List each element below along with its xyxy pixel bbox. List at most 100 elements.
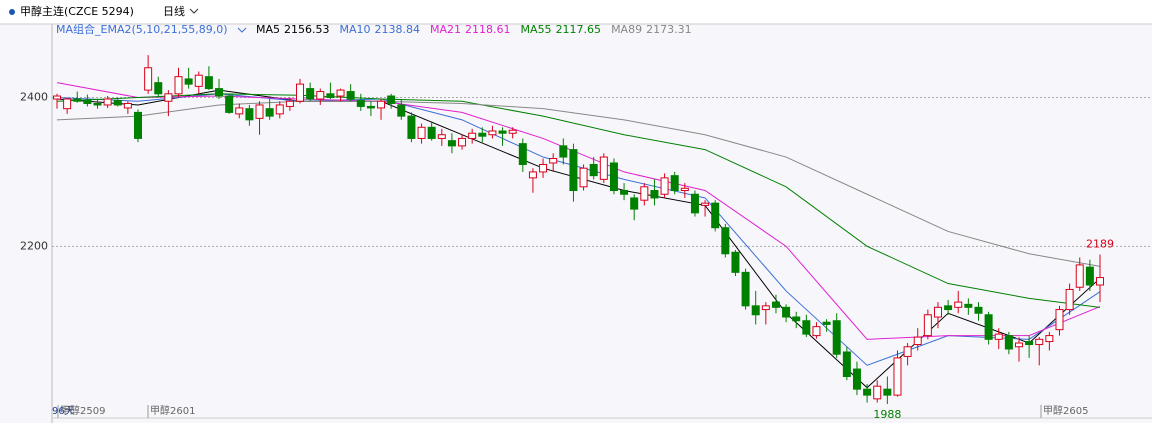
candle-body [893, 357, 902, 396]
legend-name: MA55 [521, 23, 552, 36]
x-label: 甲醇2601 [150, 404, 195, 417]
candle-body [53, 95, 61, 100]
candle-body [296, 83, 305, 102]
candle-body [680, 187, 689, 192]
candle-body [417, 126, 426, 139]
candle-body [650, 190, 659, 199]
candle-body [933, 306, 942, 318]
candle-body [822, 321, 831, 325]
candle-body [346, 91, 355, 100]
candle-body [174, 76, 183, 95]
candle-body [741, 271, 750, 307]
candle-body [721, 227, 730, 255]
candle-body [458, 137, 467, 147]
candle-body [387, 95, 396, 104]
candle-body [488, 130, 497, 136]
candle-body [711, 202, 720, 229]
legend-name: MA5 [256, 23, 280, 36]
candle-body [1065, 288, 1074, 311]
candle-body [913, 336, 922, 346]
candle-body [528, 171, 537, 179]
candle-body [437, 134, 446, 139]
legend-name: MA21 [430, 23, 461, 36]
candle-body [690, 193, 699, 214]
candle-body [336, 89, 345, 97]
candle-body [1055, 309, 1064, 331]
candle-body [599, 156, 608, 180]
candle-body [954, 301, 963, 308]
candle-body [306, 88, 315, 100]
header-bar [0, 0, 1152, 24]
candle-body [539, 163, 548, 173]
candle-body [93, 102, 102, 106]
candle-body [144, 67, 153, 91]
candle-body [265, 108, 274, 117]
x-label: 96天 [52, 406, 75, 417]
candle-body [275, 104, 284, 115]
candle-body [792, 316, 801, 322]
candle-body [974, 306, 983, 314]
x-label: 甲醇2509 [60, 404, 105, 417]
x-label: 甲醇2605 [1043, 404, 1088, 417]
candle-body [407, 115, 416, 139]
indicator-caret[interactable] [237, 27, 247, 33]
candle-body [427, 126, 436, 139]
candle-body [326, 93, 335, 99]
candle-body [73, 98, 82, 102]
indicator[interactable]: MA组合_EMA2(5,10,21,55,89,0) [56, 22, 228, 36]
legend-value: 2173.31 [646, 23, 692, 36]
candle-body [620, 190, 629, 195]
candle-body [1096, 277, 1104, 286]
period-caret[interactable] [189, 8, 199, 14]
candle-body [1025, 341, 1034, 346]
symbol-dot [9, 9, 15, 15]
candle-body [1004, 335, 1013, 350]
candle-body [366, 105, 375, 109]
candle-body [1014, 342, 1023, 348]
candle-body [397, 104, 406, 117]
y-tick-label: 2400 [20, 91, 48, 104]
candle-body [640, 186, 649, 201]
candle-body [863, 388, 872, 396]
candle-body [184, 78, 193, 85]
candle-body [731, 251, 740, 273]
extreme-label: 2189 [1086, 238, 1114, 251]
candle-body [103, 98, 112, 106]
candle-body [245, 108, 254, 121]
legend-value: 2118.61 [465, 23, 511, 36]
ma-line [56, 93, 1101, 308]
candle-body [1035, 338, 1044, 346]
candle-body [852, 368, 861, 390]
candle-body [123, 102, 132, 109]
legend-value: 2138.84 [375, 23, 421, 36]
candle-body [660, 177, 669, 195]
candle-body [134, 111, 143, 139]
candle-body [1045, 335, 1054, 343]
candle-body [994, 333, 1003, 340]
candle-body [802, 320, 811, 335]
candle-body [316, 91, 325, 100]
candle-body [478, 132, 487, 137]
candle-body [832, 320, 841, 355]
candle-body [225, 95, 234, 113]
candle-body [194, 74, 203, 87]
candle-body [761, 305, 770, 311]
candle-body [447, 140, 456, 147]
candle-body [164, 93, 173, 102]
candle-body [63, 98, 72, 110]
legend-name: MA89 [611, 23, 642, 36]
candle-body [883, 388, 892, 396]
candle-body [984, 314, 993, 340]
candle-body [944, 305, 953, 311]
candle-body [771, 301, 780, 308]
candle-body [154, 82, 163, 95]
period[interactable]: 日线 [163, 4, 185, 18]
legend-value: 2117.65 [556, 23, 602, 36]
candle-body [204, 76, 213, 90]
candle-body [468, 132, 477, 139]
legend-value: 2156.53 [284, 23, 330, 36]
candle-body [498, 130, 507, 134]
